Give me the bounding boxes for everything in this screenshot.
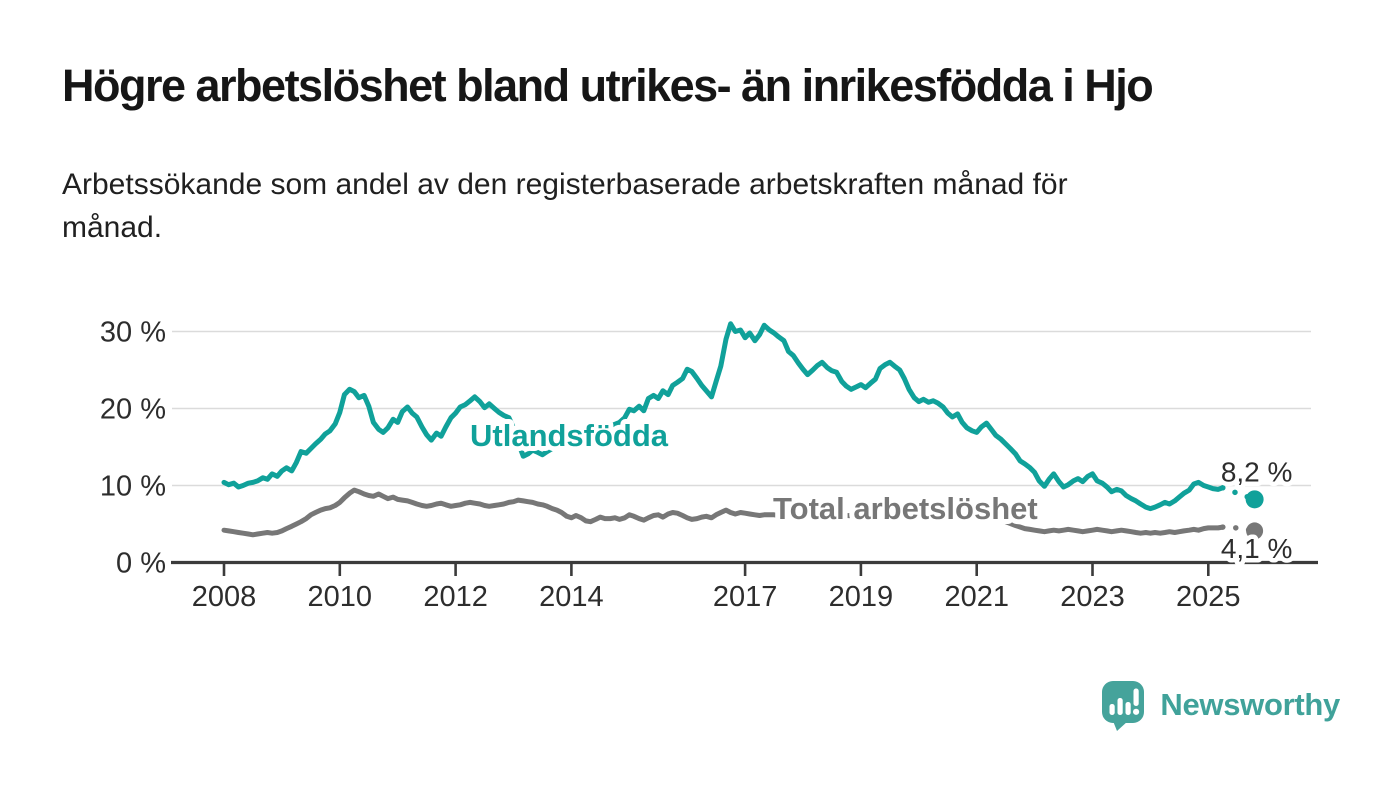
y-axis-label-30: 30 % (100, 317, 166, 349)
y-axis-label-0: 0 % (116, 548, 166, 580)
x-axis-label-2008: 2008 (192, 581, 257, 613)
series-line-total (221, 487, 1226, 538)
newsworthy-wordmark: Newsworthy (1160, 687, 1340, 722)
x-axis-label-2010: 2010 (308, 581, 373, 613)
x-axis-label-2025: 2025 (1176, 581, 1241, 613)
page-subtitle: Arbetssökande som andel av den registerb… (62, 163, 1382, 249)
series-label-total: Total arbetslöshet (773, 491, 1038, 526)
subtitle-line-1: Arbetssökande som andel av den registerb… (62, 168, 1068, 201)
newsworthy-branding: Newsworthy (1101, 679, 1340, 736)
series-label-utlandsfodda: Utlandsfödda (470, 418, 669, 453)
page-title: Högre arbetslöshet bland utrikes- än inr… (62, 60, 1154, 111)
series-line-utlandsfodda (221, 321, 1226, 512)
y-axis-label-10: 10 % (100, 471, 166, 503)
end-value-label-total: 4,1 % (1221, 533, 1293, 564)
x-axis-label-2014: 2014 (539, 581, 604, 613)
y-axis-label-20: 20 % (100, 394, 166, 426)
x-axis-label-2012: 2012 (423, 581, 488, 613)
end-value-label-utlandsfodda: 8,2 % (1221, 456, 1293, 487)
series-end-dot-total (1246, 522, 1264, 540)
series-end-dot-utlandsfodda (1245, 490, 1264, 509)
subtitle-line-2: månad. (62, 211, 163, 244)
newsworthy-speech-bubble-bar-chart-icon (1101, 679, 1147, 736)
x-axis-label-2019: 2019 (829, 581, 894, 613)
x-axis-label-2023: 2023 (1060, 581, 1125, 613)
x-axis-label-2021: 2021 (944, 581, 1009, 613)
x-axis-label-2017: 2017 (713, 581, 778, 613)
